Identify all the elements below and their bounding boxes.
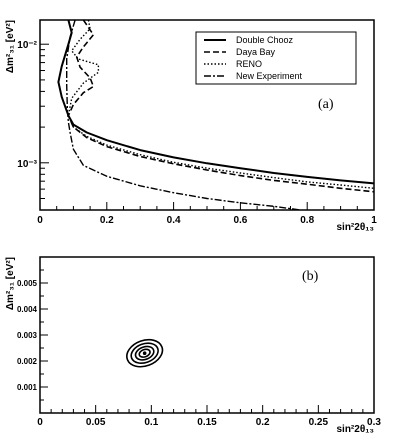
- panel-b-ticks: [39, 256, 375, 414]
- panel-b-x-tick-label: 0.3: [367, 417, 381, 428]
- panel-a-x-tick-labels: 0 0.2 0.4 0.6 0.8 1: [37, 215, 377, 226]
- panel-b-x-tick-label: 0.1: [144, 417, 158, 428]
- legend-label-double-chooz: Double Chooz: [236, 35, 294, 45]
- panel-a-y-axis-title: Δm²₃₁ [eV²]: [5, 20, 16, 73]
- panel-b-y-tick-label: 0.005: [17, 279, 38, 288]
- panel-b-y-tick-label: 0.003: [17, 331, 38, 340]
- panel-b-contours: [126, 338, 164, 368]
- panel-b-x-tick-label: 0.25: [309, 417, 329, 428]
- panel-a-series: [57, 20, 374, 210]
- series-reno: [67, 20, 374, 189]
- panel-a-x-tick-label: 0.2: [100, 215, 114, 226]
- panel-a-y-tick-label: 10⁻²: [17, 40, 37, 51]
- panel-b-frame: [39, 256, 375, 414]
- legend-item-new-experiment: New Experiment: [204, 71, 303, 81]
- panel-b-y-tick-labels: 0.001 0.002 0.003 0.004 0.005: [17, 279, 38, 392]
- legend-label-daya-bay: Daya Bay: [236, 47, 276, 57]
- panel-b-x-tick-label: 0.05: [86, 417, 106, 428]
- panel-b-x-tick-labels: 0 0.05 0.1 0.15 0.2 0.25 0.3: [37, 417, 381, 428]
- panel-b-label: (b): [302, 269, 319, 284]
- contour-level-3: [130, 342, 159, 365]
- panel-a-y-tick-labels: 10⁻³ 10⁻²: [17, 40, 37, 170]
- panel-b-x-tick-label: 0: [37, 417, 43, 428]
- panel-b-x-axis-title: sin²2θ₁₃: [336, 424, 374, 435]
- panel-b-x-tick-label: 0.2: [256, 417, 270, 428]
- best-fit-point: [142, 351, 147, 356]
- panel-b-y-axis-title: Δm²₃₁ [eV²]: [5, 257, 16, 310]
- panel-a: 0 0.2 0.4 0.6 0.8 1 10⁻³ 10⁻² sin²2θ₁₃ Δm²₃₁ […: [5, 19, 377, 233]
- legend-label-reno: RENO: [236, 59, 262, 69]
- panel-b: 0 0.05 0.1 0.15 0.2 0.25 0.3 0.0010.0020.0030.…: [5, 256, 381, 435]
- legend-item-daya-bay: Daya Bay: [204, 47, 276, 57]
- legend: Double Chooz Daya Bay RENO New Experimen…: [195, 31, 357, 85]
- panel-a-label: (a): [318, 97, 334, 112]
- legend-item-reno: RENO: [204, 59, 262, 69]
- contour-level-4: [126, 338, 164, 368]
- panel-a-x-tick-label: 0: [37, 215, 43, 226]
- panel-a-x-tick-label: 0.6: [233, 215, 247, 226]
- panel-a-x-tick-label: 0.8: [300, 215, 314, 226]
- series-daya-bay: [67, 20, 374, 193]
- legend-item-double-chooz: Double Chooz: [204, 35, 294, 45]
- panel-a-y-tick-label: 10⁻³: [17, 159, 37, 170]
- panel-b-y-tick-label: 0.002: [17, 357, 38, 366]
- panel-b-x-tick-label: 0.15: [197, 417, 217, 428]
- panel-b-y-tick-label: 0.001: [17, 383, 38, 392]
- panel-b-y-tick-label: 0.004: [17, 305, 38, 314]
- contour-level-1: [138, 348, 151, 358]
- legend-label-new-experiment: New Experiment: [236, 71, 303, 81]
- contour-level-2: [134, 345, 155, 361]
- series-double-chooz: [57, 20, 374, 185]
- series-new-experiment: [66, 20, 301, 210]
- panel-a-x-tick-label: 1: [371, 215, 377, 226]
- panel-a-x-axis-title: sin²2θ₁₃: [336, 222, 374, 233]
- panel-a-ticks: [39, 43, 375, 211]
- panel-a-x-tick-label: 0.4: [167, 215, 181, 226]
